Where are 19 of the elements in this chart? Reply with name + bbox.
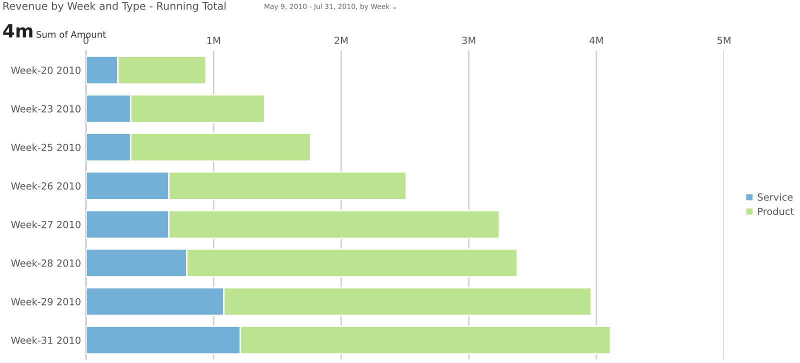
y-tick-label: Week-26 2010 (11, 182, 80, 190)
y-tick-label: Week-31 2010 (11, 336, 80, 344)
y-tick-label: Week-25 2010 (11, 144, 80, 152)
y-tick-label: Week-23 2010 (11, 104, 80, 113)
y-tick-label: Week-29 2010 (11, 298, 80, 306)
x-tick-label: 2M (334, 36, 348, 44)
chart-title: Revenue by Week and Type - Running Total (3, 2, 226, 12)
legend-label: Service (758, 193, 793, 201)
y-tick-label: Week-20 2010 (11, 66, 80, 74)
x-tick-label: 1M (207, 36, 220, 44)
x-tick-label: 4M (590, 36, 603, 44)
y-tick-label: Week-27 2010 (11, 220, 80, 228)
x-tick-label: 0 (84, 36, 88, 44)
x-tick-label: 5M (717, 36, 730, 44)
text: Sum of Amount (36, 30, 106, 38)
text: 4m (3, 24, 32, 38)
legend-label: Product (758, 208, 794, 216)
y-tick-label: Week-28 2010 (11, 259, 80, 267)
x-tick-label: 3M (462, 36, 476, 44)
